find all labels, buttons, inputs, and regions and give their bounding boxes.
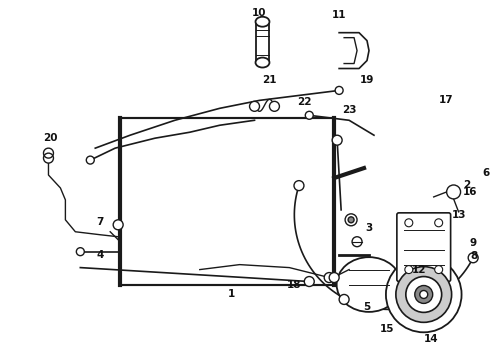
Circle shape: [405, 266, 413, 274]
Circle shape: [420, 291, 428, 298]
FancyBboxPatch shape: [397, 213, 451, 282]
Circle shape: [294, 181, 304, 190]
Circle shape: [468, 253, 478, 263]
Circle shape: [339, 294, 349, 305]
Circle shape: [352, 237, 362, 247]
Circle shape: [405, 219, 413, 227]
Circle shape: [386, 257, 462, 332]
Text: 1: 1: [228, 289, 235, 300]
Text: 23: 23: [342, 105, 356, 115]
Text: 16: 16: [463, 187, 478, 197]
Text: 2: 2: [463, 180, 470, 190]
Text: 20: 20: [43, 133, 58, 143]
Text: 14: 14: [423, 334, 438, 344]
Text: 18: 18: [287, 279, 301, 289]
Circle shape: [435, 219, 442, 227]
Text: 5: 5: [364, 302, 370, 312]
Text: 11: 11: [332, 10, 346, 20]
Bar: [120, 118, 334, 284]
Circle shape: [113, 220, 123, 230]
Text: 8: 8: [470, 251, 477, 261]
Ellipse shape: [337, 257, 401, 312]
Text: 4: 4: [97, 249, 104, 260]
Circle shape: [44, 153, 53, 163]
Text: 22: 22: [297, 97, 312, 107]
Text: 6: 6: [483, 168, 490, 178]
Circle shape: [345, 214, 357, 226]
Circle shape: [348, 217, 354, 223]
Text: 10: 10: [252, 8, 267, 18]
Circle shape: [76, 248, 84, 256]
Ellipse shape: [255, 17, 270, 27]
Text: 7: 7: [97, 217, 104, 227]
Text: 19: 19: [360, 76, 374, 85]
Circle shape: [329, 273, 339, 283]
Text: 9: 9: [470, 238, 477, 248]
Circle shape: [447, 185, 461, 199]
Circle shape: [249, 102, 260, 111]
Circle shape: [324, 273, 334, 283]
Text: 13: 13: [451, 210, 466, 220]
Circle shape: [305, 111, 313, 119]
Ellipse shape: [335, 86, 343, 94]
Text: 3: 3: [366, 223, 372, 233]
Circle shape: [270, 102, 279, 111]
Ellipse shape: [86, 156, 94, 164]
Circle shape: [396, 267, 452, 322]
Circle shape: [304, 276, 314, 287]
Text: 21: 21: [262, 76, 277, 85]
Text: 17: 17: [439, 95, 453, 105]
Circle shape: [435, 266, 442, 274]
Bar: [255, 22, 270, 63]
Circle shape: [406, 276, 441, 312]
Circle shape: [332, 135, 342, 145]
Ellipse shape: [255, 58, 270, 68]
Text: 15: 15: [380, 324, 394, 334]
Text: 12: 12: [412, 265, 426, 275]
Circle shape: [415, 285, 433, 303]
